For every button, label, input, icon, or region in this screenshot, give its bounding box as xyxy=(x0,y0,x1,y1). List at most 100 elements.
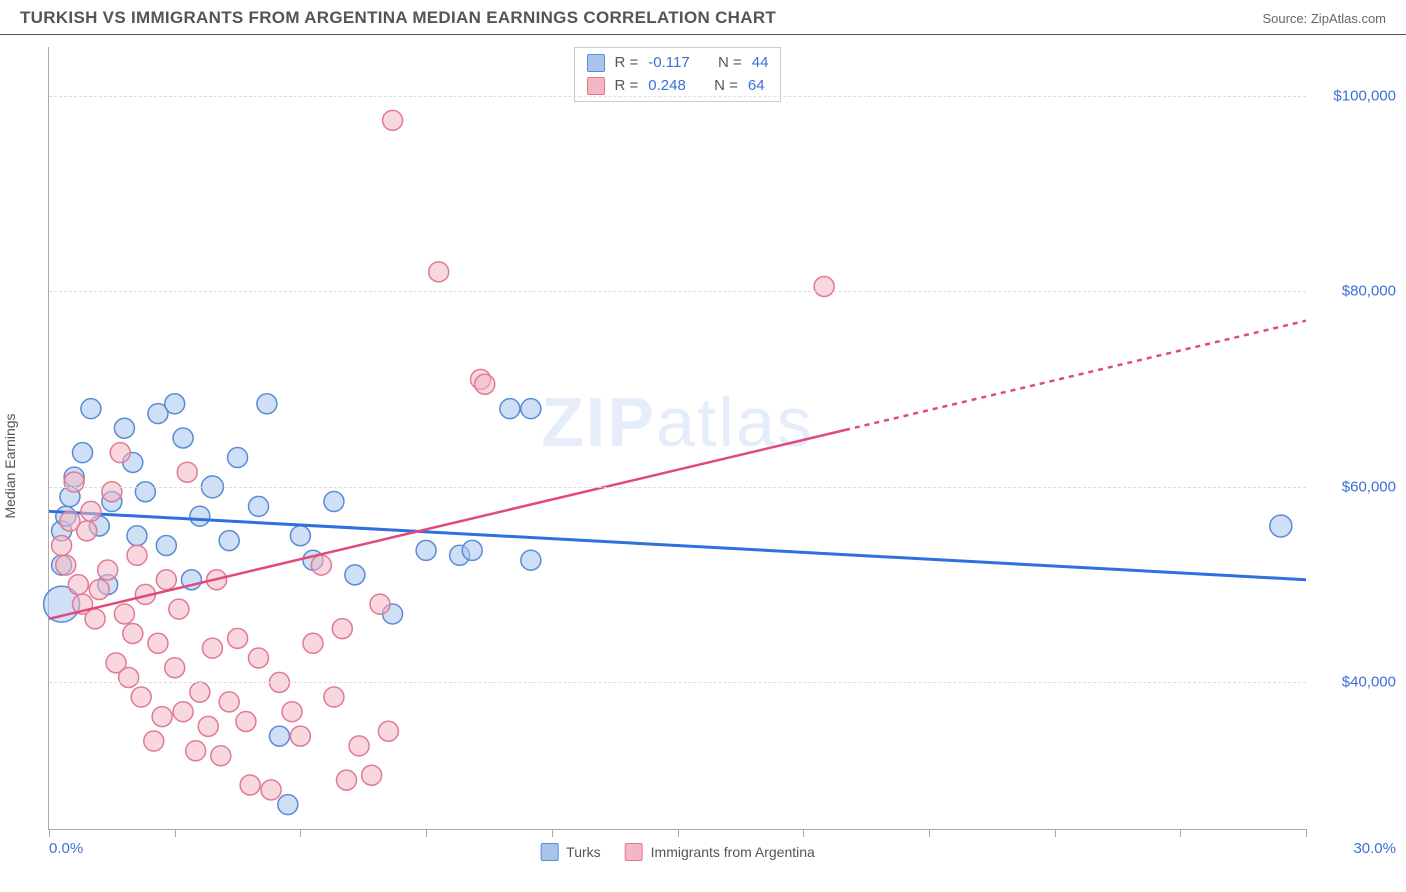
gridline xyxy=(49,682,1306,683)
scatter-point xyxy=(152,707,172,727)
scatter-point xyxy=(85,609,105,629)
scatter-point xyxy=(462,540,482,560)
scatter-point xyxy=(52,536,72,556)
scatter-point xyxy=(814,276,834,296)
scatter-point xyxy=(173,702,193,722)
scatter-point xyxy=(282,702,302,722)
scatter-point xyxy=(416,540,436,560)
scatter-point xyxy=(362,765,382,785)
scatter-point xyxy=(240,775,260,795)
gridline xyxy=(49,96,1306,97)
scatter-point xyxy=(110,443,130,463)
scatter-point xyxy=(123,624,143,644)
trend-line xyxy=(49,430,845,619)
scatter-point xyxy=(165,658,185,678)
scatter-point xyxy=(324,492,344,512)
scatter-point xyxy=(261,780,281,800)
legend-label: Immigrants from Argentina xyxy=(651,844,815,860)
x-tick xyxy=(1180,829,1181,837)
scatter-point xyxy=(500,399,520,419)
scatter-point xyxy=(81,399,101,419)
y-tick-label: $40,000 xyxy=(1342,674,1396,691)
scatter-point xyxy=(269,726,289,746)
legend-label: Turks xyxy=(566,844,600,860)
x-tick xyxy=(300,829,301,837)
scatter-point xyxy=(165,394,185,414)
scatter-point xyxy=(173,428,193,448)
y-tick-label: $60,000 xyxy=(1342,478,1396,495)
x-tick xyxy=(1306,829,1307,837)
scatter-point xyxy=(156,570,176,590)
scatter-point xyxy=(202,638,222,658)
stats-swatch xyxy=(587,54,605,72)
scatter-point xyxy=(64,472,84,492)
scatter-point xyxy=(73,443,93,463)
scatter-point xyxy=(219,692,239,712)
scatter-point xyxy=(211,746,231,766)
scatter-point xyxy=(144,731,164,751)
scatter-point xyxy=(114,604,134,624)
stats-r-label: R = xyxy=(615,52,639,75)
x-tick xyxy=(929,829,930,837)
scatter-point xyxy=(1270,515,1292,537)
y-tick-label: $80,000 xyxy=(1342,283,1396,300)
scatter-point xyxy=(127,526,147,546)
scatter-point xyxy=(228,448,248,468)
scatter-svg xyxy=(49,47,1306,829)
scatter-point xyxy=(89,580,109,600)
trend-line-dashed xyxy=(845,321,1306,430)
scatter-point xyxy=(156,536,176,556)
scatter-point xyxy=(56,555,76,575)
stats-n-label: N = xyxy=(714,75,738,98)
chart-header: TURKISH VS IMMIGRANTS FROM ARGENTINA MED… xyxy=(0,0,1406,35)
legend-item: Turks xyxy=(540,843,600,861)
x-tick xyxy=(803,829,804,837)
x-axis-max-label: 30.0% xyxy=(1353,840,1396,857)
scatter-point xyxy=(324,687,344,707)
scatter-point xyxy=(370,594,390,614)
plot-area: ZIPatlas R = -0.117 N = 44R = 0.248 N = … xyxy=(48,47,1306,830)
legend-swatch xyxy=(540,843,558,861)
scatter-point xyxy=(68,575,88,595)
scatter-point xyxy=(429,262,449,282)
scatter-point xyxy=(127,545,147,565)
scatter-point xyxy=(177,462,197,482)
scatter-point xyxy=(257,394,277,414)
scatter-point xyxy=(336,770,356,790)
x-tick xyxy=(426,829,427,837)
scatter-point xyxy=(219,531,239,551)
scatter-point xyxy=(131,687,151,707)
chart-container: Median Earnings ZIPatlas R = -0.117 N = … xyxy=(0,35,1406,880)
gridline xyxy=(49,291,1306,292)
chart-source: Source: ZipAtlas.com xyxy=(1262,11,1386,26)
scatter-point xyxy=(186,741,206,761)
y-axis-label: Median Earnings xyxy=(2,413,18,518)
scatter-point xyxy=(345,565,365,585)
scatter-point xyxy=(521,550,541,570)
scatter-point xyxy=(119,667,139,687)
scatter-point xyxy=(228,628,248,648)
stats-row: R = -0.117 N = 44 xyxy=(587,52,769,75)
stats-r-value: -0.117 xyxy=(648,52,689,75)
stats-r-label: R = xyxy=(615,75,639,98)
x-axis-min-label: 0.0% xyxy=(49,840,83,857)
x-tick xyxy=(175,829,176,837)
scatter-point xyxy=(521,399,541,419)
scatter-point xyxy=(81,501,101,521)
scatter-point xyxy=(135,482,155,502)
scatter-point xyxy=(77,521,97,541)
scatter-point xyxy=(190,506,210,526)
gridline xyxy=(49,487,1306,488)
scatter-point xyxy=(278,795,298,815)
scatter-point xyxy=(311,555,331,575)
series-legend: Turks Immigrants from Argentina xyxy=(540,843,815,861)
scatter-point xyxy=(190,682,210,702)
x-tick xyxy=(678,829,679,837)
stats-swatch xyxy=(587,77,605,95)
scatter-point xyxy=(198,716,218,736)
stats-row: R = 0.248 N = 64 xyxy=(587,75,769,98)
scatter-point xyxy=(349,736,369,756)
scatter-point xyxy=(236,711,256,731)
scatter-point xyxy=(303,633,323,653)
legend-item: Immigrants from Argentina xyxy=(625,843,815,861)
